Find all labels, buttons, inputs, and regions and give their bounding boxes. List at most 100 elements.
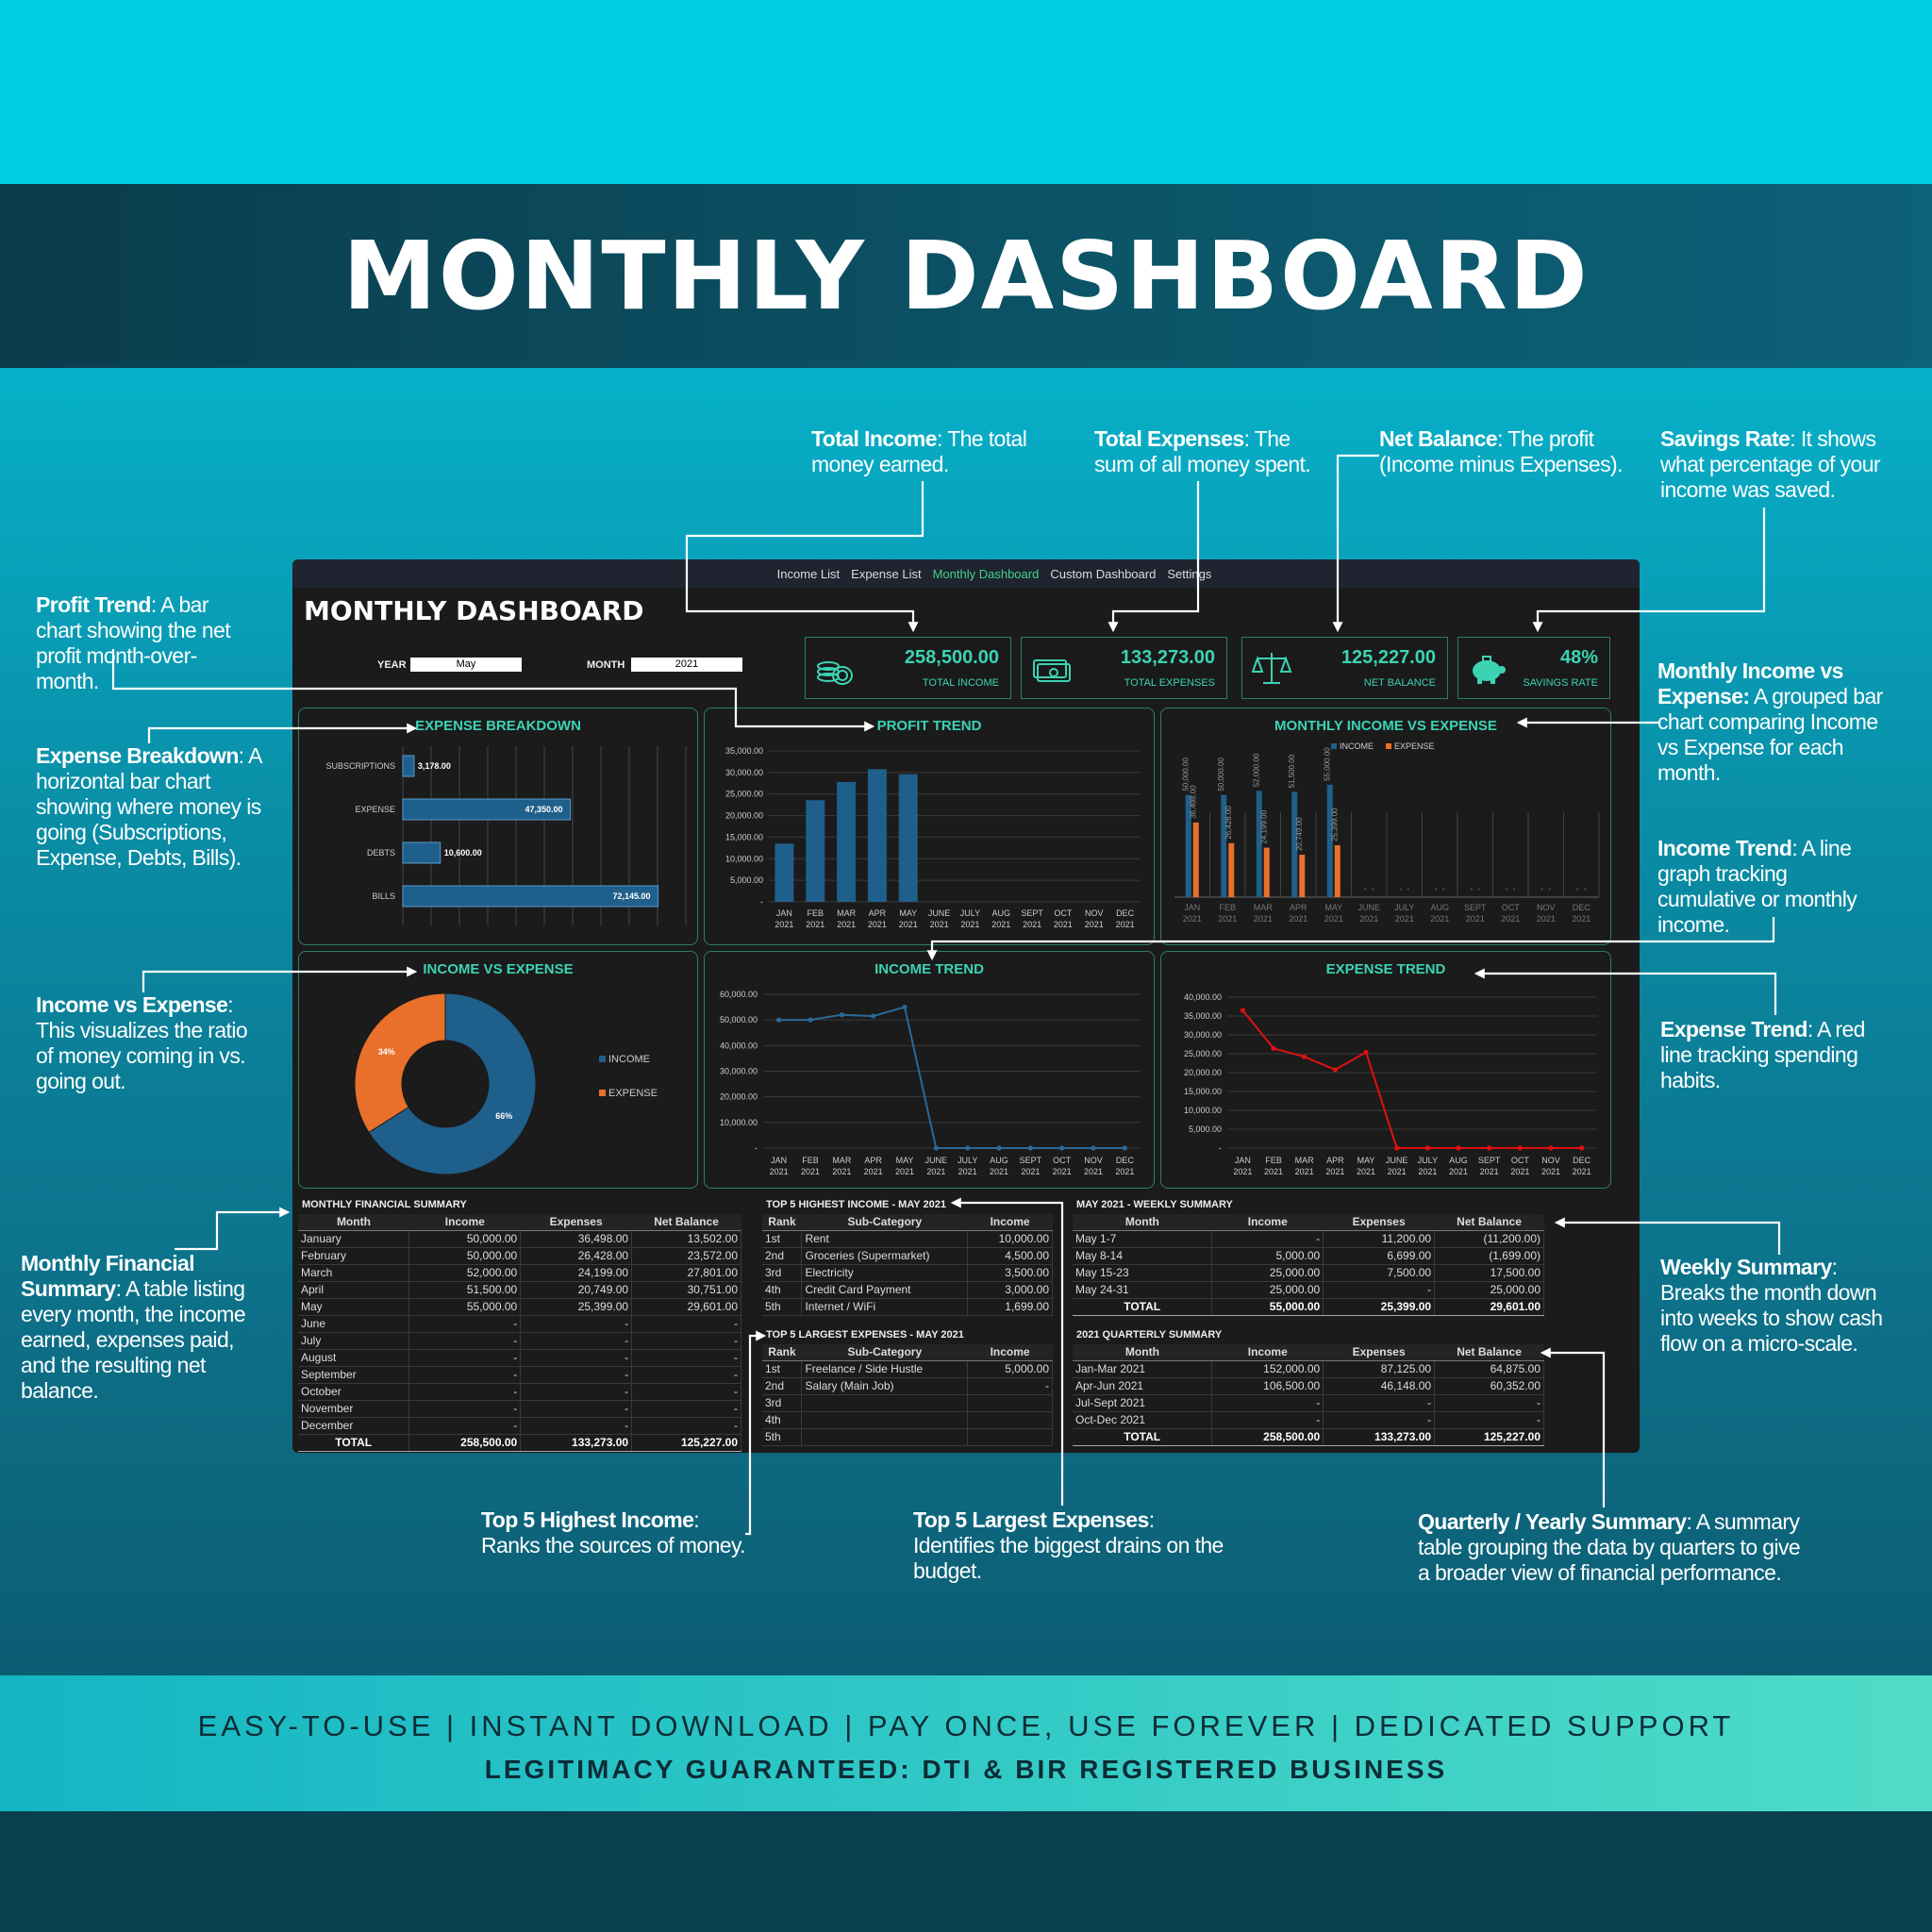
y-tick-label: 25,000.00	[725, 790, 763, 799]
table-row: 4th Credit Card Payment 3,000.00	[762, 1281, 1053, 1299]
data-point	[1517, 1145, 1523, 1151]
table-cell: Groceries (Supermarket)	[801, 1247, 969, 1265]
column-header: Net Balance	[631, 1214, 741, 1231]
x-tick-label: NOV	[1084, 1156, 1103, 1165]
table-cell: -	[520, 1366, 633, 1384]
column-header: Expenses	[1323, 1214, 1435, 1231]
x-tick-label: JULY	[1394, 903, 1414, 912]
bar	[1334, 844, 1341, 897]
panel-profit-trend: PROFIT TREND 35,000.00 30,000.00 25,000.00…	[704, 708, 1155, 945]
x-tick-label: 2021	[1054, 920, 1073, 929]
column-header: Month	[1073, 1344, 1212, 1361]
nav-settings[interactable]: Settings	[1167, 566, 1212, 581]
bar	[1299, 855, 1306, 897]
x-tick-label: 2021	[1430, 914, 1449, 924]
x-tick-label: AUG	[991, 908, 1010, 918]
nav-monthly-dashboard[interactable]: Monthly Dashboard	[932, 566, 1040, 581]
kpi-savings-rate: 48% SAVINGS RATE	[1457, 637, 1610, 699]
kpi-total-income: 258,500.00 TOTAL INCOME	[805, 637, 1011, 699]
profit-trend-chart: 35,000.00 30,000.00 25,000.00 20,000.00 15,0…	[725, 746, 1141, 929]
column-header: Sub-Category	[801, 1214, 968, 1231]
legend-swatch	[599, 1056, 606, 1062]
pie-slice	[354, 992, 446, 1134]
data-point	[1271, 1045, 1276, 1051]
data-label: -	[1364, 885, 1367, 893]
table: Rank Sub-Category Income 1st Rent 10,000.00 2n…	[762, 1214, 1053, 1316]
table-cell: Oct-Dec 2021	[1073, 1411, 1213, 1429]
data-label: 51,500.00	[1288, 754, 1296, 788]
x-tick-label: 2021	[1466, 914, 1485, 924]
month-label: MONTH	[587, 659, 625, 671]
x-tick-label: DEC	[1116, 908, 1135, 918]
bar	[867, 769, 887, 902]
table-row: May 8-14 5,000.00 6,699.00 (1,699.00)	[1073, 1247, 1544, 1265]
table-cell: July	[298, 1332, 410, 1350]
y-tick-label: 20,000.00	[1184, 1068, 1222, 1077]
kpi-label: NET BALANCE	[1363, 677, 1436, 689]
table-cell: 30,751.00	[631, 1281, 741, 1299]
table-cell: 13,502.00	[631, 1230, 741, 1248]
table-cell: -	[408, 1315, 522, 1333]
x-tick-label: SEPT	[1464, 903, 1487, 912]
income-vs-expense-chart: 66% INCOME 34% EXPENSE	[354, 992, 658, 1175]
column-header: Expenses	[520, 1214, 632, 1231]
table-cell: 60,352.00	[1434, 1377, 1544, 1395]
nav-income-list[interactable]: Income List	[776, 566, 841, 581]
table-cell: -	[520, 1400, 633, 1418]
data-label: 50,000.00	[1182, 758, 1191, 791]
data-label: -	[1506, 885, 1508, 893]
table-cell: June	[298, 1315, 410, 1333]
table-row: September - - -	[298, 1366, 741, 1384]
table-cell: May 1-7	[1073, 1230, 1213, 1248]
x-tick-label: 2021	[1084, 1167, 1103, 1176]
note-net-balance: Net Balance: The profit (Income minus Ex…	[1379, 426, 1623, 476]
data-point	[902, 1004, 908, 1010]
table-cell: 17,500.00	[1434, 1264, 1544, 1282]
data-point	[1456, 1145, 1461, 1151]
x-tick-label: 2021	[990, 1167, 1008, 1176]
y-tick-label: 20,000.00	[720, 1092, 758, 1102]
table-cell: TOTAL	[1073, 1298, 1213, 1316]
x-tick-label: MAR	[1295, 1156, 1315, 1165]
y-tick-label: 30,000.00	[1184, 1030, 1222, 1040]
piggy-bank-icon	[1473, 656, 1506, 684]
table-cell: December	[298, 1417, 410, 1435]
table-cell: August	[298, 1349, 410, 1367]
column-header: Income	[408, 1214, 521, 1231]
year-select[interactable]: May	[410, 658, 522, 672]
table-row: February 50,000.00 26,428.00 23,572.00	[298, 1247, 741, 1265]
top-expenses-table: Rank Sub-Category Income 1st Freelance / Sid…	[762, 1344, 1053, 1446]
x-tick-label: 2021	[926, 1167, 945, 1176]
x-tick-label: NOV	[1537, 903, 1556, 912]
footer-legitimacy: LEGITIMACY GUARANTEED: DTI & BIR REGISTE…	[484, 1755, 1448, 1784]
table-cell: 36,498.00	[520, 1230, 633, 1248]
x-tick-label: 2021	[899, 920, 918, 929]
nav-expense-list[interactable]: Expense List	[851, 566, 922, 581]
data-point	[1091, 1145, 1096, 1151]
data-point	[1548, 1145, 1554, 1151]
table-cell: TOTAL	[298, 1434, 410, 1452]
nav-custom-dashboard[interactable]: Custom Dashboard	[1050, 566, 1157, 581]
table-cell: Jul-Sept 2021	[1073, 1394, 1213, 1412]
coins-icon	[817, 661, 853, 685]
x-tick-label: 2021	[837, 920, 856, 929]
legend-label: INCOME	[608, 1054, 650, 1065]
x-tick-label: 2021	[1183, 914, 1202, 924]
x-tick-label: APR	[864, 1156, 882, 1165]
table-cell: 20,749.00	[520, 1281, 633, 1299]
table-cell: 2nd	[762, 1247, 803, 1265]
x-tick-label: OCT	[1054, 908, 1073, 918]
bar	[1263, 847, 1270, 897]
legend-label: INCOME	[1340, 741, 1374, 751]
table-cell: -	[1323, 1411, 1436, 1429]
x-tick-label: MAR	[1254, 903, 1274, 912]
kpi-net-balance: 125,227.00 NET BALANCE	[1241, 637, 1448, 699]
table-row: May 1-7-11,200.00 (11,200.00)	[1073, 1230, 1544, 1248]
table-cell: February	[298, 1247, 410, 1265]
table-cell: -	[631, 1349, 741, 1367]
x-tick-label: AUG	[1449, 1156, 1468, 1165]
table-cell	[801, 1394, 969, 1412]
table-cell: 3rd	[762, 1394, 803, 1412]
chart-title: INCOME VS EXPENSE	[423, 961, 574, 977]
month-select[interactable]: 2021	[631, 658, 742, 672]
